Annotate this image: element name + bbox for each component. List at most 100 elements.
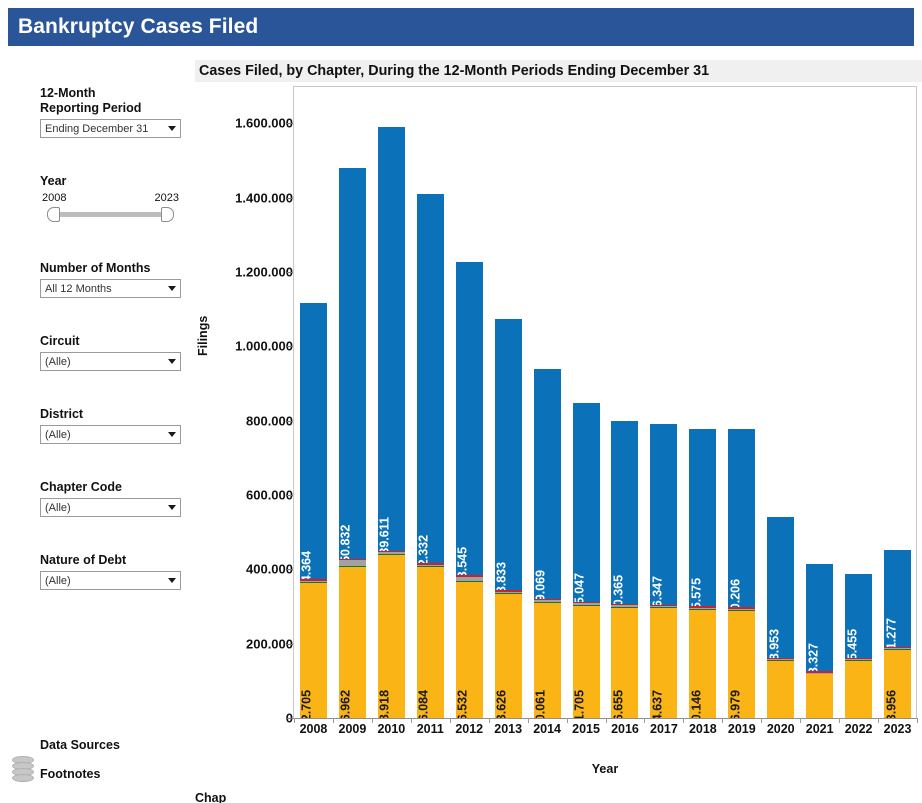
bar-segment[interactable] (845, 659, 873, 661)
bar-segment[interactable]: 728.833 (494, 319, 522, 591)
bar-segment[interactable]: 406.084 (416, 567, 444, 718)
bar-segment[interactable] (338, 560, 366, 566)
dropdown-number-of-months[interactable]: All 12 Months (40, 279, 181, 298)
bar-segment[interactable]: 290.146 (689, 610, 717, 718)
bar-segment[interactable] (338, 558, 366, 561)
bar-segment[interactable] (845, 660, 873, 718)
dropdown-nature-of-debt[interactable]: (Alle) (40, 571, 181, 590)
bar-segment[interactable] (572, 604, 600, 606)
bar-segment[interactable] (533, 601, 561, 603)
bar-segment[interactable] (338, 565, 366, 567)
bar-column[interactable]: 288.327 (806, 86, 834, 718)
bar-segment[interactable] (884, 647, 912, 649)
bar-column[interactable]: 333.626 728.833 (494, 86, 522, 718)
chevron-down-icon[interactable] (164, 120, 180, 137)
bar-column[interactable]: 301.705 535.047 (572, 86, 600, 718)
bar-segment[interactable] (767, 658, 795, 660)
bar-column[interactable]: 310.061 619.069 (533, 86, 561, 718)
bar-segment[interactable]: 183.956 (884, 649, 912, 718)
bar-segment[interactable]: 406.962 (338, 566, 366, 718)
chevron-down-icon[interactable] (164, 499, 180, 516)
data-sources-link[interactable]: Data Sources (40, 738, 120, 752)
dropdown-circuit[interactable]: (Alle) (40, 352, 181, 371)
dropdown-district[interactable]: (Alle) (40, 425, 181, 444)
bar-column[interactable]: 406.084 992.332 (416, 86, 444, 718)
bar-segment[interactable] (533, 600, 561, 602)
bar-segment[interactable] (572, 601, 600, 604)
bar-segment[interactable]: 333.626 (494, 593, 522, 718)
bar-column[interactable]: 290.146 475.575 (689, 86, 717, 718)
bar-segment[interactable] (494, 590, 522, 592)
bar-segment[interactable] (494, 592, 522, 594)
bar-segment[interactable]: 744.364 (299, 302, 327, 580)
bar-segment[interactable]: 992.332 (416, 194, 444, 564)
bar-segment[interactable] (377, 552, 405, 554)
bar-segment[interactable]: 619.069 (533, 368, 561, 599)
bar-segment[interactable]: 294.637 (650, 608, 678, 718)
bar-segment[interactable] (767, 657, 795, 659)
footnotes-link[interactable]: Footnotes (40, 767, 101, 781)
bar-column[interactable]: 366.532 843.545 (455, 86, 483, 718)
bar-segment[interactable] (533, 598, 561, 601)
bar-segment[interactable]: 362.705 (299, 583, 327, 718)
bar-segment[interactable] (611, 605, 639, 607)
bar-segment[interactable] (806, 671, 834, 673)
bar-segment[interactable]: 843.545 (455, 261, 483, 576)
bar-segment[interactable] (650, 607, 678, 609)
slider-track[interactable] (54, 212, 167, 217)
bar-segment[interactable] (416, 564, 444, 566)
bar-segment[interactable]: 366.532 (455, 581, 483, 718)
bar-segment[interactable]: 535.047 (572, 403, 600, 602)
bar-column[interactable]: 294.637 486.347 (650, 86, 678, 718)
bar-segment[interactable] (806, 674, 834, 718)
bar-segment[interactable]: 261.277 (884, 549, 912, 647)
bar-segment[interactable] (455, 575, 483, 578)
bar-segment[interactable]: 1.139.611 (377, 127, 405, 551)
bar-column[interactable]: 296.655 490.365 (611, 86, 639, 718)
bar-segment[interactable]: 301.705 (572, 605, 600, 718)
bar-column[interactable]: 378.953 (767, 86, 795, 718)
bar-segment[interactable] (299, 580, 327, 582)
slider-year[interactable]: 2008 2023 (40, 192, 181, 223)
bar-segment[interactable] (728, 608, 756, 611)
bar-segment[interactable]: 225.455 (845, 573, 873, 658)
bar-segment[interactable]: 378.953 (767, 516, 795, 658)
bar-segment[interactable] (845, 657, 873, 659)
bar-segment[interactable] (650, 604, 678, 607)
bar-column[interactable]: 286.979 480.206 (728, 86, 756, 718)
bar-segment[interactable]: 490.365 (611, 421, 639, 604)
dropdown-12-month-reporting-period[interactable]: Ending December 31 (40, 119, 181, 138)
bar-column[interactable]: 362.705 744.364 (299, 86, 327, 718)
bar-segment[interactable] (377, 553, 405, 555)
bar-segment[interactable]: 438.918 (377, 554, 405, 718)
bar-segment[interactable] (299, 581, 327, 584)
bar-segment[interactable] (767, 659, 795, 661)
bar-segment[interactable] (728, 610, 756, 612)
bar-segment[interactable] (806, 672, 834, 674)
bar-segment[interactable]: 310.061 (533, 602, 561, 718)
bar-column[interactable]: 225.455 (845, 86, 873, 718)
bar-segment[interactable]: 486.347 (650, 423, 678, 605)
bar-segment[interactable]: 1.050.832 (338, 167, 366, 559)
slider-handle-right[interactable] (161, 207, 174, 222)
bar-column[interactable]: 183.956 261.277 (884, 86, 912, 718)
bar-segment[interactable] (884, 646, 912, 648)
bar-segment[interactable]: 296.655 (611, 607, 639, 718)
bar-segment[interactable]: 480.206 (728, 428, 756, 608)
bar-segment[interactable] (884, 648, 912, 650)
bar-segment[interactable] (377, 550, 405, 553)
bar-segment[interactable] (572, 603, 600, 605)
bar-segment[interactable]: 288.327 (806, 564, 834, 672)
bar-segment[interactable] (455, 577, 483, 581)
bar-segment[interactable]: 475.575 (689, 429, 717, 607)
chevron-down-icon[interactable] (164, 572, 180, 589)
bar-segment[interactable] (650, 606, 678, 608)
bar-segment[interactable] (416, 565, 444, 568)
bar-segment[interactable] (689, 606, 717, 608)
bar-segment[interactable] (689, 608, 717, 611)
bar-segment[interactable] (611, 603, 639, 606)
bar-segment[interactable] (845, 658, 873, 660)
dropdown-chapter-code[interactable]: (Alle) (40, 498, 181, 517)
chevron-down-icon[interactable] (164, 426, 180, 443)
bar-segment[interactable] (494, 591, 522, 593)
